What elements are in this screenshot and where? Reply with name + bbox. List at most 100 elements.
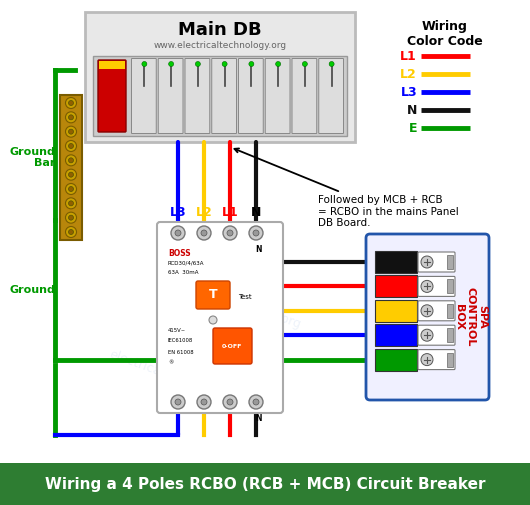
Circle shape xyxy=(66,169,76,180)
Text: E: E xyxy=(409,122,417,134)
Circle shape xyxy=(249,226,263,240)
Text: 0·OFF: 0·OFF xyxy=(222,343,242,348)
Circle shape xyxy=(68,143,74,148)
Circle shape xyxy=(249,62,254,67)
Circle shape xyxy=(421,280,433,292)
FancyBboxPatch shape xyxy=(265,59,290,133)
Text: SPA
CONTROL
BOX: SPA CONTROL BOX xyxy=(454,287,488,347)
Text: N: N xyxy=(251,206,261,219)
Circle shape xyxy=(421,354,433,366)
Circle shape xyxy=(227,230,233,236)
Bar xyxy=(447,328,453,342)
Circle shape xyxy=(68,186,74,191)
Circle shape xyxy=(303,62,307,67)
FancyBboxPatch shape xyxy=(212,59,236,133)
Text: RCD30/4/63A: RCD30/4/63A xyxy=(168,261,205,266)
FancyBboxPatch shape xyxy=(319,59,343,133)
Circle shape xyxy=(197,395,211,409)
Circle shape xyxy=(175,230,181,236)
Circle shape xyxy=(421,305,433,317)
Circle shape xyxy=(169,62,174,67)
Circle shape xyxy=(329,62,334,67)
Text: Wiring
Color Code: Wiring Color Code xyxy=(407,20,483,48)
Circle shape xyxy=(66,97,76,109)
FancyBboxPatch shape xyxy=(158,59,183,133)
FancyBboxPatch shape xyxy=(213,328,252,364)
FancyBboxPatch shape xyxy=(196,281,230,309)
Circle shape xyxy=(253,399,259,405)
Circle shape xyxy=(421,256,433,268)
Circle shape xyxy=(66,126,76,137)
FancyBboxPatch shape xyxy=(292,59,317,133)
Circle shape xyxy=(249,395,263,409)
Circle shape xyxy=(68,215,74,220)
Circle shape xyxy=(68,158,74,163)
Bar xyxy=(375,251,417,273)
FancyBboxPatch shape xyxy=(185,59,210,133)
Circle shape xyxy=(175,399,181,405)
Text: ®: ® xyxy=(168,361,173,366)
Circle shape xyxy=(223,226,237,240)
Circle shape xyxy=(201,230,207,236)
Text: Followed by MCB + RCB
= RCBO in the mains Panel
DB Board.: Followed by MCB + RCB = RCBO in the main… xyxy=(234,148,459,228)
Bar xyxy=(99,61,125,69)
Circle shape xyxy=(68,229,74,234)
Text: L3: L3 xyxy=(400,85,417,98)
Circle shape xyxy=(276,62,280,67)
Circle shape xyxy=(66,155,76,166)
Text: T: T xyxy=(209,288,217,301)
Circle shape xyxy=(68,201,74,206)
Circle shape xyxy=(66,198,76,209)
Circle shape xyxy=(201,399,207,405)
Text: 415V~: 415V~ xyxy=(168,328,186,332)
Bar xyxy=(375,275,417,297)
Bar xyxy=(93,56,347,136)
Text: L2: L2 xyxy=(196,206,213,219)
FancyBboxPatch shape xyxy=(418,276,455,296)
Text: N: N xyxy=(255,245,261,254)
Text: L3: L3 xyxy=(170,206,187,219)
FancyBboxPatch shape xyxy=(131,59,156,133)
Circle shape xyxy=(197,226,211,240)
Text: www.electricaltechnology.org: www.electricaltechnology.org xyxy=(154,41,287,51)
Bar xyxy=(447,279,453,293)
Bar xyxy=(375,324,417,346)
FancyBboxPatch shape xyxy=(418,301,455,321)
Text: N: N xyxy=(255,414,261,423)
Text: IEC61008: IEC61008 xyxy=(168,338,193,343)
FancyBboxPatch shape xyxy=(98,60,126,132)
Bar xyxy=(447,304,453,318)
Circle shape xyxy=(222,62,227,67)
Text: Ground: Ground xyxy=(9,285,55,295)
Text: BOSS: BOSS xyxy=(168,248,191,258)
Text: EN 61008: EN 61008 xyxy=(168,349,193,355)
Circle shape xyxy=(68,100,74,106)
Circle shape xyxy=(68,172,74,177)
FancyBboxPatch shape xyxy=(418,252,455,272)
Text: Main DB: Main DB xyxy=(178,21,262,39)
FancyBboxPatch shape xyxy=(418,325,455,345)
Bar xyxy=(0,463,530,505)
FancyBboxPatch shape xyxy=(418,349,455,370)
Circle shape xyxy=(66,140,76,152)
Text: electricaltechnology.org: electricaltechnology.org xyxy=(157,268,303,332)
Circle shape xyxy=(66,212,76,223)
Text: L2: L2 xyxy=(400,68,417,80)
Circle shape xyxy=(68,115,74,120)
Circle shape xyxy=(223,395,237,409)
Text: L1: L1 xyxy=(222,206,238,219)
Circle shape xyxy=(142,62,147,67)
FancyBboxPatch shape xyxy=(366,234,489,400)
Text: electricaltechnology.org: electricaltechnology.org xyxy=(107,348,253,412)
Circle shape xyxy=(227,399,233,405)
Text: L1: L1 xyxy=(400,49,417,63)
Text: N: N xyxy=(407,104,417,117)
Bar xyxy=(447,352,453,367)
Circle shape xyxy=(66,112,76,123)
Text: 63A  30mA: 63A 30mA xyxy=(168,270,199,275)
Bar xyxy=(85,12,355,142)
Circle shape xyxy=(209,316,217,324)
Circle shape xyxy=(171,395,185,409)
Circle shape xyxy=(253,230,259,236)
Circle shape xyxy=(66,183,76,194)
